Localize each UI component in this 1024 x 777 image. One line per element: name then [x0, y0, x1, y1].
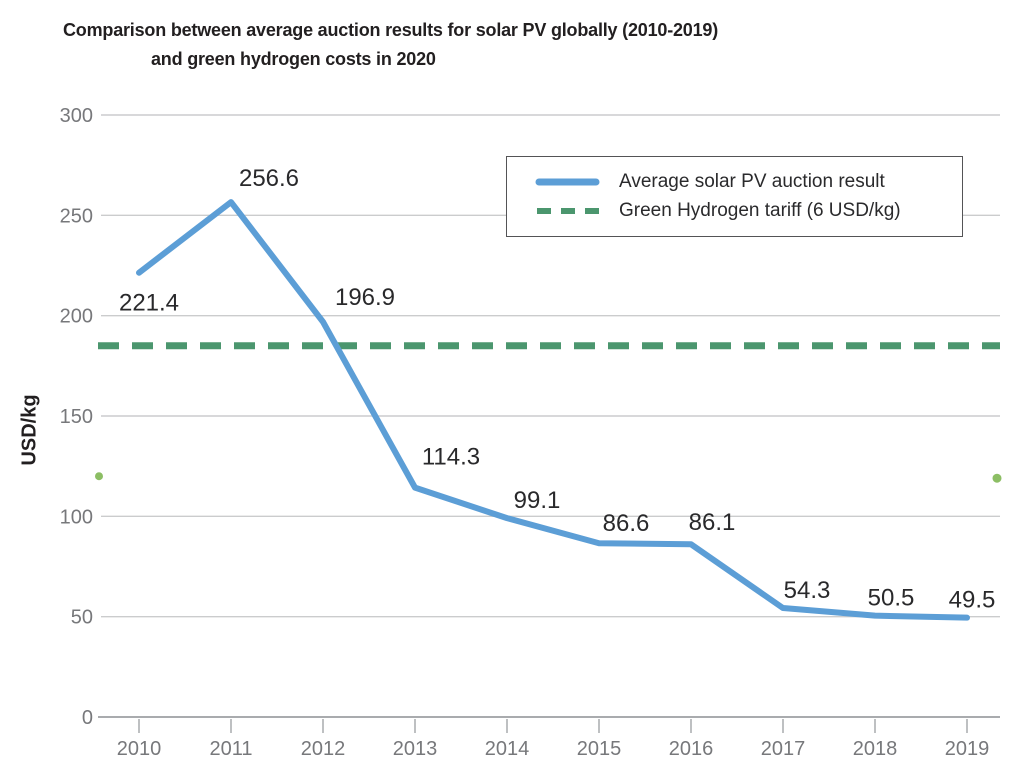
data-point-label: 99.1	[514, 487, 561, 514]
x-tick-label: 2013	[393, 738, 438, 760]
y-tick-label: 0	[82, 707, 93, 729]
y-tick-label: 250	[60, 205, 93, 227]
legend-item-solar-pv: Average solar PV auction result	[535, 171, 962, 193]
x-tick-label: 2015	[577, 738, 622, 760]
chart-title: Comparison between average auction resul…	[63, 16, 718, 74]
x-tick-label: 2014	[485, 738, 530, 760]
legend-label-solar-pv: Average solar PV auction result	[619, 171, 885, 192]
legend-label-hydrogen-tariff: Green Hydrogen tariff (6 USD/kg)	[619, 200, 901, 221]
y-tick-label: 200	[60, 306, 93, 328]
x-tick-label: 2011	[209, 738, 252, 760]
data-point-label: 86.6	[603, 510, 650, 537]
edge-dot-left	[95, 472, 103, 481]
x-tick-label: 2017	[761, 738, 806, 760]
data-point-label: 196.9	[335, 284, 395, 311]
solar-pv-line	[136, 199, 970, 621]
x-tick-label: 2019	[945, 738, 990, 760]
data-point-label: 256.6	[239, 165, 299, 192]
edge-dot-right	[992, 473, 1002, 483]
x-tick-label: 2016	[669, 738, 714, 760]
y-tick-label: 150	[60, 406, 93, 428]
data-point-label: 221.4	[119, 290, 179, 317]
data-point-label: 114.3	[422, 444, 480, 471]
x-tick-label: 2012	[301, 738, 346, 760]
legend-item-hydrogen-tariff: Green Hydrogen tariff (6 USD/kg)	[535, 200, 962, 222]
y-tick-label: 50	[71, 607, 93, 629]
chart-legend: Average solar PV auction result Green Hy…	[506, 156, 963, 237]
y-tick-label: 300	[60, 105, 93, 127]
x-tick-label: 2010	[117, 738, 162, 760]
dashed-line-sample-icon	[537, 208, 601, 214]
x-tick-label: 2018	[853, 738, 898, 760]
y-tick-label: 100	[60, 506, 93, 528]
solid-line-sample-icon	[535, 178, 600, 186]
data-point-label: 54.3	[784, 577, 831, 604]
data-point-label: 86.1	[689, 509, 736, 536]
chart-title-line2: and green hydrogen costs in 2020	[151, 49, 436, 69]
data-point-label: 50.5	[868, 585, 915, 612]
chart-title-line1: Comparison between average auction resul…	[63, 20, 719, 40]
data-point-label: 49.5	[949, 587, 996, 614]
